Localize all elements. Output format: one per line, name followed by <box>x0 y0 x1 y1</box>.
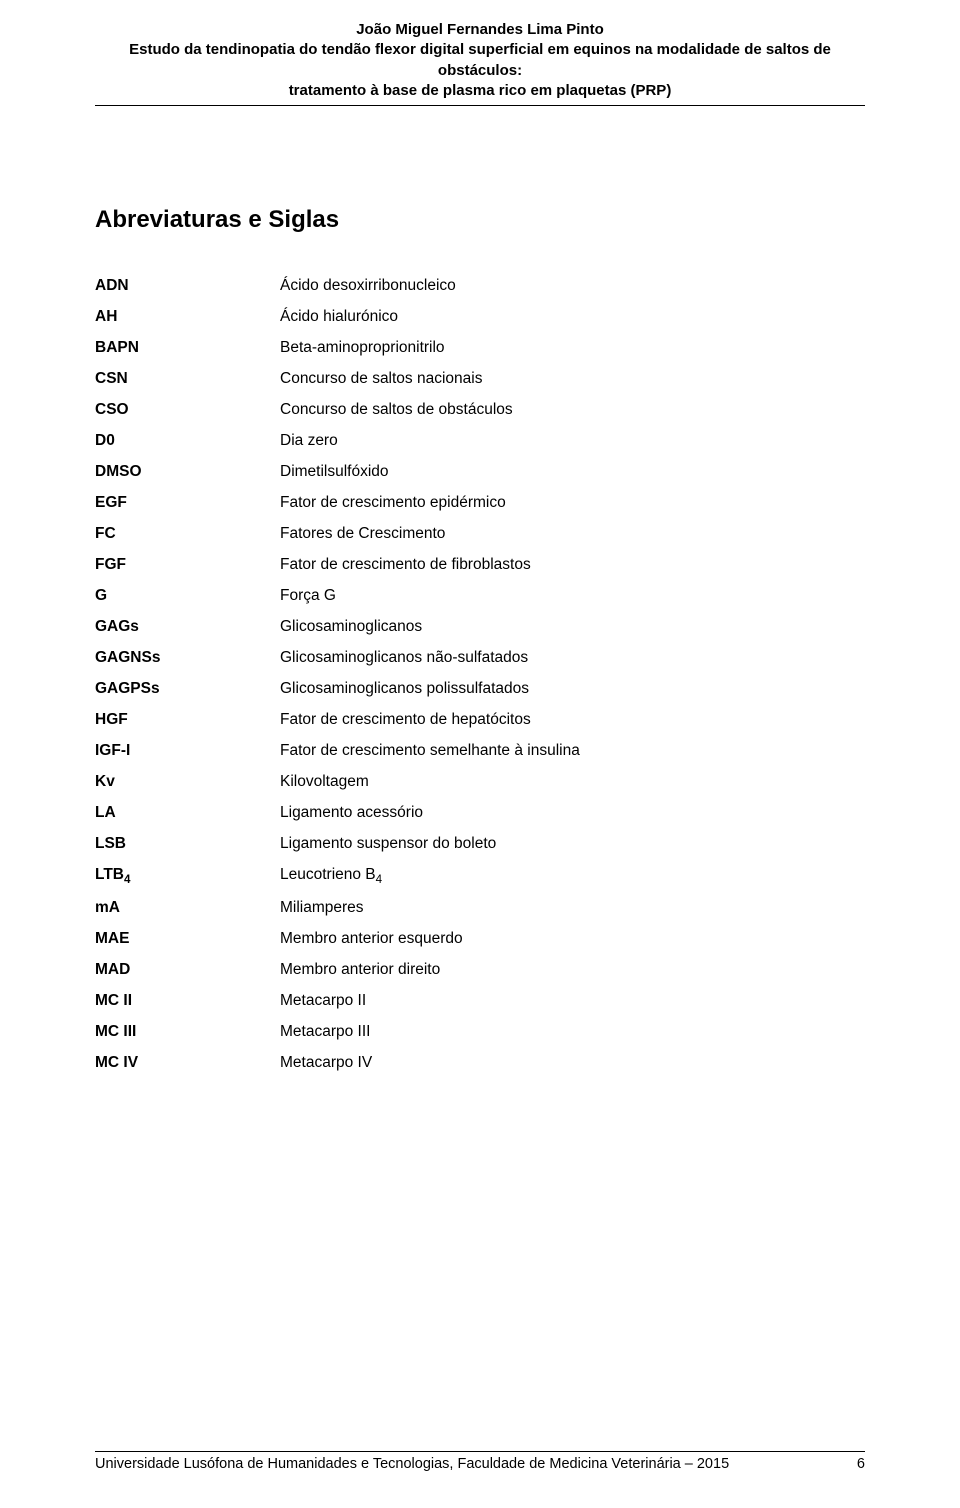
footer-rule <box>95 1451 865 1452</box>
abbrev-value: Glicosaminoglicanos polissulfatados <box>280 673 865 704</box>
abbrev-value: Ácido hialurónico <box>280 301 865 332</box>
abbrev-value: Concurso de saltos nacionais <box>280 363 865 394</box>
abbrev-value: Dia zero <box>280 425 865 456</box>
table-row: GForça G <box>95 580 865 611</box>
abbrev-key: GAGs <box>95 611 280 642</box>
table-row: CSNConcurso de saltos nacionais <box>95 363 865 394</box>
abbrev-key: HGF <box>95 704 280 735</box>
abbrev-value: Membro anterior esquerdo <box>280 923 865 954</box>
abbrev-value: Metacarpo III <box>280 1016 865 1047</box>
header-title-line-1: Estudo da tendinopatia do tendão flexor … <box>95 40 865 81</box>
running-header: João Miguel Fernandes Lima Pinto Estudo … <box>95 20 865 101</box>
table-row: GAGNSsGlicosaminoglicanos não-sulfatados <box>95 642 865 673</box>
table-row: GAGsGlicosaminoglicanos <box>95 611 865 642</box>
abbrev-key: EGF <box>95 487 280 518</box>
abbrev-key: GAGNSs <box>95 642 280 673</box>
abbrev-value: Metacarpo II <box>280 985 865 1016</box>
table-row: FCFatores de Crescimento <box>95 518 865 549</box>
abbrev-key: GAGPSs <box>95 673 280 704</box>
abbrev-key: MC IV <box>95 1047 280 1078</box>
header-rule <box>95 105 865 106</box>
abbrev-value: Força G <box>280 580 865 611</box>
page-root: João Miguel Fernandes Lima Pinto Estudo … <box>0 0 960 1508</box>
abbrev-value: Ácido desoxirribonucleico <box>280 270 865 301</box>
abbrev-value: Ligamento suspensor do boleto <box>280 828 865 859</box>
table-row: LSBLigamento suspensor do boleto <box>95 828 865 859</box>
header-title-line-2: tratamento à base de plasma rico em plaq… <box>95 81 865 101</box>
abbrev-key: ADN <box>95 270 280 301</box>
table-row: mAMiliamperes <box>95 892 865 923</box>
abbrev-key: FC <box>95 518 280 549</box>
table-row: D0Dia zero <box>95 425 865 456</box>
footer-page-number: 6 <box>857 1456 865 1472</box>
abbrev-key: DMSO <box>95 456 280 487</box>
abbrev-key: MC II <box>95 985 280 1016</box>
abbrev-key: BAPN <box>95 332 280 363</box>
abbreviations-table: ADNÁcido desoxirribonucleicoAHÁcido hial… <box>95 270 865 1078</box>
abbrev-value: Glicosaminoglicanos não-sulfatados <box>280 642 865 673</box>
abbrev-value: Glicosaminoglicanos <box>280 611 865 642</box>
abbrev-value: Concurso de saltos de obstáculos <box>280 394 865 425</box>
footer: Universidade Lusófona de Humanidades e T… <box>95 1451 865 1472</box>
abbrev-value: Fator de crescimento semelhante à insuli… <box>280 735 865 766</box>
abbrev-value: Ligamento acessório <box>280 797 865 828</box>
abbrev-value: Fator de crescimento de fibroblastos <box>280 549 865 580</box>
abbrev-key: MAE <box>95 923 280 954</box>
abbrev-value: Metacarpo IV <box>280 1047 865 1078</box>
abbrev-key: G <box>95 580 280 611</box>
abbrev-value: Fatores de Crescimento <box>280 518 865 549</box>
table-row: FGFFator de crescimento de fibroblastos <box>95 549 865 580</box>
abbrev-key: AH <box>95 301 280 332</box>
abbrev-value: Kilovoltagem <box>280 766 865 797</box>
abbrev-key: CSO <box>95 394 280 425</box>
abbrev-key: IGF-I <box>95 735 280 766</box>
header-author: João Miguel Fernandes Lima Pinto <box>95 20 865 40</box>
footer-line: Universidade Lusófona de Humanidades e T… <box>95 1456 865 1472</box>
table-row: GAGPSsGlicosaminoglicanos polissulfatado… <box>95 673 865 704</box>
table-row: DMSODimetilsulfóxido <box>95 456 865 487</box>
table-row: EGFFator de crescimento epidérmico <box>95 487 865 518</box>
table-row: MC IVMetacarpo IV <box>95 1047 865 1078</box>
abbrev-key: FGF <box>95 549 280 580</box>
abbrev-value: Beta-aminoproprionitrilo <box>280 332 865 363</box>
table-row: AHÁcido hialurónico <box>95 301 865 332</box>
abbrev-key: D0 <box>95 425 280 456</box>
footer-text: Universidade Lusófona de Humanidades e T… <box>95 1456 729 1472</box>
abbrev-key: LSB <box>95 828 280 859</box>
abbrev-key: CSN <box>95 363 280 394</box>
abbrev-key: mA <box>95 892 280 923</box>
table-row: CSOConcurso de saltos de obstáculos <box>95 394 865 425</box>
abbrev-key: Kv <box>95 766 280 797</box>
abbrev-value: Dimetilsulfóxido <box>280 456 865 487</box>
table-row: LTB4Leucotrieno B4 <box>95 859 865 892</box>
abbrev-value: Leucotrieno B4 <box>280 859 865 892</box>
abbrev-value: Miliamperes <box>280 892 865 923</box>
abbrev-key: MC III <box>95 1016 280 1047</box>
table-row: KvKilovoltagem <box>95 766 865 797</box>
abbrev-value: Fator de crescimento de hepatócitos <box>280 704 865 735</box>
table-row: MAEMembro anterior esquerdo <box>95 923 865 954</box>
table-row: IGF-IFator de crescimento semelhante à i… <box>95 735 865 766</box>
table-row: ADNÁcido desoxirribonucleico <box>95 270 865 301</box>
abbrev-key: LA <box>95 797 280 828</box>
table-row: MC IIIMetacarpo III <box>95 1016 865 1047</box>
subscript: 4 <box>376 873 382 886</box>
table-row: HGFFator de crescimento de hepatócitos <box>95 704 865 735</box>
table-row: LALigamento acessório <box>95 797 865 828</box>
abbrev-value: Membro anterior direito <box>280 954 865 985</box>
table-row: MADMembro anterior direito <box>95 954 865 985</box>
abbrev-key: MAD <box>95 954 280 985</box>
table-row: MC IIMetacarpo II <box>95 985 865 1016</box>
abbrev-value: Fator de crescimento epidérmico <box>280 487 865 518</box>
section-title: Abreviaturas e Siglas <box>95 206 865 234</box>
subscript: 4 <box>124 873 130 886</box>
abbrev-key: LTB4 <box>95 859 280 892</box>
table-row: BAPNBeta-aminoproprionitrilo <box>95 332 865 363</box>
